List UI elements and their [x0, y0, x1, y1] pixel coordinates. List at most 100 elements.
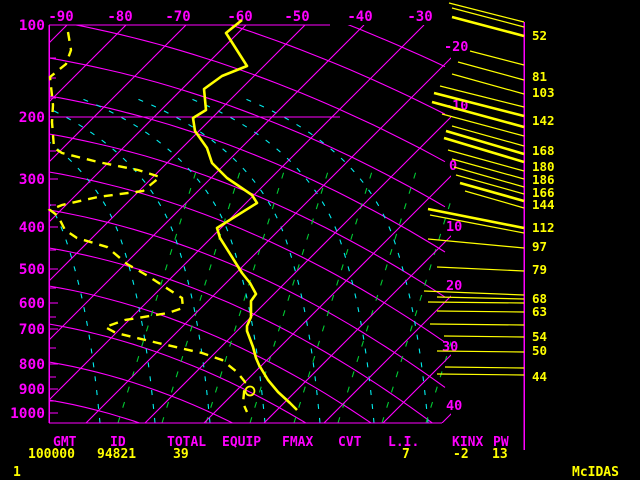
isotherm-right-label: 20 — [446, 278, 462, 294]
wind-barb — [436, 373, 525, 376]
status-header: CVT — [338, 435, 362, 450]
wind-barb — [436, 266, 525, 272]
wind-barb — [451, 7, 525, 28]
status-value: -2 — [453, 447, 469, 462]
isotherm-line — [49, 25, 306, 282]
isotherm-right-label: -20 — [444, 39, 468, 55]
status-header: L.I. — [388, 435, 420, 450]
isotherm-line — [263, 235, 451, 423]
pressure-label: 500 — [19, 262, 45, 278]
dry-adiabat-line — [49, 285, 373, 423]
mixing-ratio-line — [249, 164, 331, 423]
frame-number: 1 — [13, 465, 21, 480]
isotherm-line — [49, 25, 127, 103]
wind-barb — [443, 335, 525, 338]
wind-value-label: 97 — [532, 239, 547, 254]
wind-barb — [436, 310, 525, 313]
isotherm-right-label: 40 — [446, 398, 462, 414]
moist-adiabat-line — [134, 97, 321, 423]
wind-value-label: 52 — [532, 28, 547, 43]
pressure-label: 600 — [19, 296, 45, 312]
wind-value-label: 144 — [532, 197, 555, 212]
wind-value-label: 112 — [532, 220, 555, 235]
wind-barb — [441, 113, 525, 137]
wind-barb — [427, 207, 525, 230]
dry-adiabat-line — [49, 95, 446, 253]
status-value: 13 — [492, 447, 508, 462]
pressure-label: 100 — [19, 18, 45, 34]
wind-barb — [464, 190, 525, 209]
pressure-label: 400 — [19, 220, 45, 236]
wind-barb — [436, 296, 525, 300]
wind-value-label: 166 — [532, 185, 555, 200]
isotherm-top-label: -60 — [227, 9, 252, 25]
status-header: KINX — [452, 435, 484, 450]
pressure-label: 1000 — [10, 406, 45, 422]
wind-value-label: 81 — [532, 69, 547, 84]
isotherm-right-label: 0 — [449, 158, 457, 174]
wind-value-label: 142 — [532, 113, 555, 128]
wind-barb — [443, 136, 525, 164]
dry-adiabat-line — [49, 323, 307, 423]
wind-value-label: 103 — [532, 85, 555, 100]
status-value: 39 — [173, 447, 189, 462]
moist-adiabat-line — [49, 141, 156, 423]
wind-value-label: 168 — [532, 143, 555, 158]
wind-barb — [431, 100, 525, 129]
wind-barb — [451, 73, 525, 95]
wind-value-label: 186 — [532, 172, 555, 187]
status-header: TOTAL — [167, 435, 207, 450]
dry-adiabat-line — [49, 399, 142, 423]
wind-value-label: 50 — [532, 343, 547, 358]
status-header: ID — [110, 435, 126, 450]
wind-barb — [436, 350, 525, 353]
wind-value-label: 180 — [532, 159, 555, 174]
isotherm-top-label: -70 — [165, 9, 190, 25]
pressure-label: 200 — [19, 110, 45, 126]
mixing-ratio-line — [381, 198, 451, 423]
wind-barb — [429, 214, 525, 234]
isotherm-top-label: -30 — [407, 9, 432, 25]
wind-value-label: 79 — [532, 262, 547, 277]
temperature-trace — [191, 18, 298, 411]
wind-barb — [459, 181, 525, 203]
wind-barb — [427, 238, 525, 249]
isotherm-line — [382, 354, 451, 423]
wind-barb — [457, 61, 525, 81]
status-header: EQUIP — [222, 435, 262, 450]
pressure-label: 700 — [19, 322, 45, 338]
mixing-ratio-line — [337, 164, 419, 423]
wind-barb — [451, 158, 525, 180]
isotherm-top-label: -80 — [107, 9, 132, 25]
isotherm-top-label: -90 — [48, 9, 73, 25]
moist-adiabat-line — [242, 97, 429, 423]
isotherm-right-label: 30 — [442, 339, 458, 355]
isotherm-line — [323, 295, 451, 423]
isotherm-line — [203, 175, 451, 423]
wind-barb — [444, 366, 525, 369]
dry-adiabat-line — [49, 247, 434, 423]
moist-adiabat-line — [49, 107, 211, 423]
moist-adiabat-line — [49, 201, 101, 423]
wind-barb — [469, 50, 525, 66]
brand-label: McIDAS — [572, 465, 619, 480]
dry-adiabat-line — [347, 25, 446, 68]
pressure-label: 900 — [19, 382, 45, 398]
wind-value-label: 63 — [532, 304, 547, 319]
pressure-label: 800 — [19, 357, 45, 373]
wind-barb — [453, 166, 525, 188]
dry-adiabat-line — [49, 171, 446, 343]
isotherm-right-label: 10 — [446, 219, 462, 235]
wind-barb — [445, 129, 525, 156]
status-header: PW — [493, 435, 509, 450]
dry-adiabat-line — [229, 25, 446, 115]
isotherm-line — [49, 25, 365, 341]
status-value: 100000 — [28, 447, 75, 462]
dry-adiabat-line — [49, 209, 446, 388]
mixing-ratio-line — [205, 164, 287, 423]
isotherm-top-label: -40 — [347, 9, 372, 25]
wind-barb — [447, 149, 525, 172]
